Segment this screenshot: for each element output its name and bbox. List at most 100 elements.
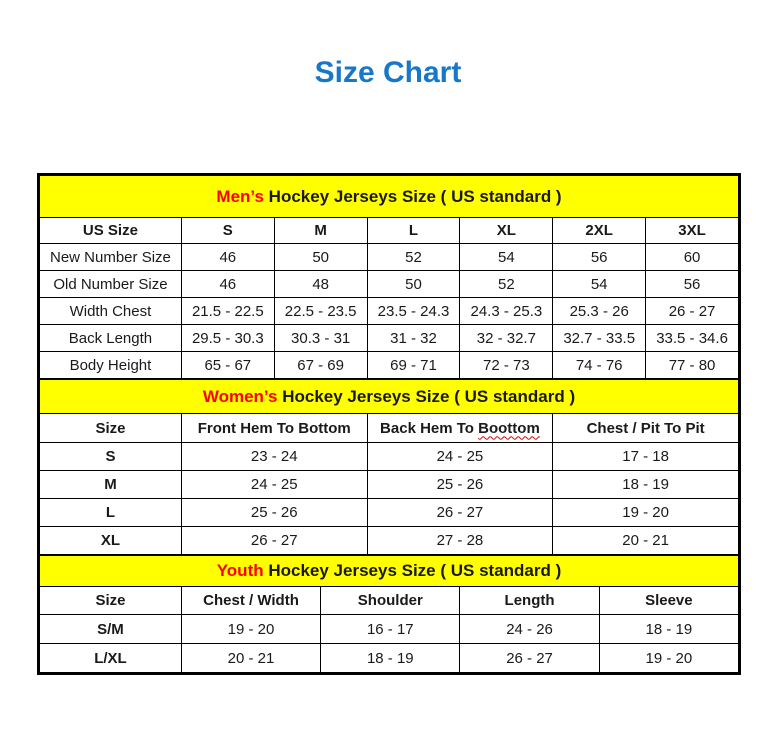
- mens-table-row: Back Length 29.5 - 30.3 30.3 - 31 31 - 32 32…: [39, 324, 739, 352]
- mens-row-label: Back Length: [39, 324, 182, 352]
- mens-size-value: 33.5 - 34.6: [645, 324, 739, 352]
- youth-size-value: 20 - 21: [180, 643, 322, 673]
- mens-table-row: Body Height 65 - 67 67 - 69 69 - 71 72 - 73 7…: [39, 351, 739, 379]
- womens-table-row: L 25 - 26 26 - 27 19 - 20: [39, 498, 739, 527]
- youth-column-header: Size: [39, 586, 182, 615]
- youth-size-value: 16 - 17: [320, 614, 461, 644]
- mens-column-header: S: [180, 217, 275, 244]
- mens-row-label: Body Height: [39, 351, 182, 379]
- womens-row-label: L: [39, 498, 182, 527]
- mens-size-value: 22.5 - 23.5: [273, 297, 368, 325]
- youth-size-value: 19 - 20: [180, 614, 322, 644]
- womens-row-label: XL: [39, 526, 182, 555]
- mens-column-header: 3XL: [645, 217, 739, 244]
- mens-size-value: 46: [180, 270, 275, 298]
- mens-size-value: 67 - 69: [273, 351, 368, 379]
- mens-size-value: 26 - 27: [645, 297, 739, 325]
- mens-column-header: 2XL: [552, 217, 647, 244]
- mens-size-value: 65 - 67: [180, 351, 275, 379]
- mens-size-value: 21.5 - 22.5: [180, 297, 275, 325]
- mens-size-value: 31 - 32: [366, 324, 461, 352]
- womens-size-value: 24 - 25: [180, 470, 368, 499]
- mens-size-value: 50: [366, 270, 461, 298]
- womens-table-row: XL 26 - 27 27 - 28 20 - 21: [39, 526, 739, 555]
- mens-size-value: 74 - 76: [552, 351, 647, 379]
- youth-section-heading: Youth Hockey Jerseys Size ( US standard …: [39, 555, 739, 587]
- mens-size-value: 54: [552, 270, 647, 298]
- youth-heading-text: Hockey Jerseys Size ( US standard ): [263, 561, 562, 580]
- mens-heading-highlight: Men’s: [216, 186, 264, 206]
- youth-table-row: S/M 19 - 20 16 - 17 24 - 26 18 - 19: [39, 614, 740, 644]
- mens-size-value: 32.7 - 33.5: [552, 324, 647, 352]
- mens-column-header: L: [366, 217, 461, 244]
- mens-table-row: New Number Size 46 50 52 54 56 60: [39, 243, 739, 271]
- womens-size-table: Women’s Hockey Jerseys Size ( US standar…: [39, 379, 739, 555]
- womens-column-header: Back Hem To Boottom: [366, 413, 554, 443]
- mens-size-value: 77 - 80: [645, 351, 739, 379]
- mens-size-table: Men’s Hockey Jerseys Size ( US standard …: [39, 175, 739, 379]
- womens-column-header: Chest / Pit To Pit: [552, 413, 739, 443]
- youth-size-value: 24 - 26: [459, 614, 600, 644]
- mens-size-value: 24.3 - 25.3: [459, 297, 554, 325]
- mens-size-value: 69 - 71: [366, 351, 461, 379]
- womens-size-value: 19 - 20: [552, 498, 739, 527]
- mens-size-value: 72 - 73: [459, 351, 554, 379]
- mens-size-value: 30.3 - 31: [273, 324, 368, 352]
- mens-column-header: M: [273, 217, 368, 244]
- mens-row-label: New Number Size: [39, 243, 182, 271]
- youth-column-header: Chest / Width: [180, 586, 322, 615]
- youth-size-value: 26 - 27: [459, 643, 600, 673]
- youth-heading-highlight: Youth: [216, 561, 264, 580]
- mens-size-value: 52: [459, 270, 554, 298]
- womens-size-value: 26 - 27: [180, 526, 368, 555]
- womens-heading-text: Hockey Jerseys Size ( US standard ): [277, 386, 576, 406]
- mens-size-value: 29.5 - 30.3: [180, 324, 275, 352]
- mens-row-label: Width Chest: [39, 297, 182, 325]
- mens-size-value: 50: [273, 243, 368, 271]
- youth-column-header: Length: [459, 586, 600, 615]
- youth-column-header: Sleeve: [598, 586, 740, 615]
- womens-table-row: S 23 - 24 24 - 25 17 - 18: [39, 442, 739, 471]
- mens-column-header: XL: [459, 217, 554, 244]
- womens-size-value: 17 - 18: [552, 442, 739, 471]
- womens-section-heading: Women’s Hockey Jerseys Size ( US standar…: [39, 379, 739, 414]
- misspelled-word: Boottom: [478, 419, 540, 437]
- youth-size-value: 18 - 19: [320, 643, 461, 673]
- mens-size-value: 48: [273, 270, 368, 298]
- womens-column-header: Front Hem To Bottom: [180, 413, 368, 443]
- mens-heading-text: Hockey Jerseys Size ( US standard ): [263, 186, 562, 206]
- mens-size-value: 32 - 32.7: [459, 324, 554, 352]
- womens-size-value: 18 - 19: [552, 470, 739, 499]
- mens-column-header: US Size: [39, 217, 182, 244]
- youth-size-table: Youth Hockey Jerseys Size ( US standard …: [39, 555, 740, 673]
- womens-row-label: M: [39, 470, 182, 499]
- womens-size-value: 27 - 28: [366, 526, 554, 555]
- womens-row-label: S: [39, 442, 182, 471]
- youth-size-value: 18 - 19: [598, 614, 740, 644]
- size-chart: Men’s Hockey Jerseys Size ( US standard …: [37, 173, 741, 675]
- mens-size-value: 23.5 - 24.3: [366, 297, 461, 325]
- mens-size-value: 46: [180, 243, 275, 271]
- mens-size-value: 56: [552, 243, 647, 271]
- mens-size-value: 56: [645, 270, 739, 298]
- youth-row-label: S/M: [39, 614, 182, 644]
- mens-size-value: 54: [459, 243, 554, 271]
- womens-size-value: 23 - 24: [180, 442, 368, 471]
- mens-row-label: Old Number Size: [39, 270, 182, 298]
- page-title: Size Chart: [314, 56, 462, 89]
- mens-size-value: 25.3 - 26: [552, 297, 647, 325]
- womens-size-value: 24 - 25: [366, 442, 554, 471]
- mens-size-value: 60: [645, 243, 739, 271]
- womens-size-value: 20 - 21: [552, 526, 739, 555]
- womens-size-value: 26 - 27: [366, 498, 554, 527]
- mens-size-value: 52: [366, 243, 461, 271]
- youth-size-value: 19 - 20: [598, 643, 740, 673]
- youth-column-header: Shoulder: [320, 586, 461, 615]
- womens-table-row: M 24 - 25 25 - 26 18 - 19: [39, 470, 739, 499]
- womens-size-value: 25 - 26: [366, 470, 554, 499]
- mens-section-heading: Men’s Hockey Jerseys Size ( US standard …: [39, 175, 739, 218]
- mens-table-row: Old Number Size 46 48 50 52 54 56: [39, 270, 739, 298]
- youth-row-label: L/XL: [39, 643, 182, 673]
- column-header-text: Back Hem To: [380, 419, 479, 437]
- womens-column-header: Size: [39, 413, 182, 443]
